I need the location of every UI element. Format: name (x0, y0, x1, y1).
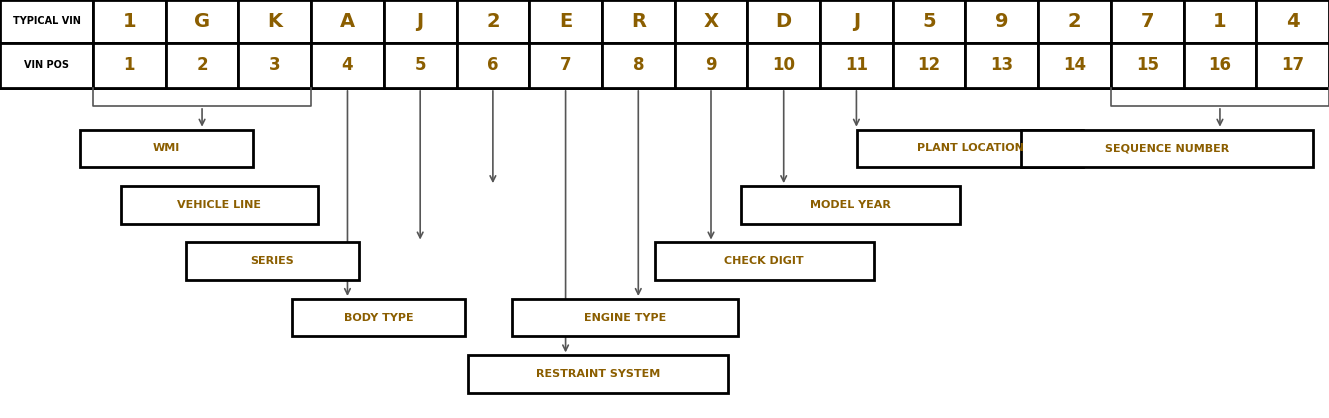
Text: ENGINE TYPE: ENGINE TYPE (583, 313, 666, 323)
FancyBboxPatch shape (675, 0, 747, 43)
FancyBboxPatch shape (602, 43, 675, 88)
FancyBboxPatch shape (893, 43, 965, 88)
FancyBboxPatch shape (80, 130, 253, 167)
FancyBboxPatch shape (384, 43, 457, 88)
Text: 9: 9 (706, 56, 716, 74)
Text: 2: 2 (197, 56, 207, 74)
FancyBboxPatch shape (457, 0, 529, 43)
FancyBboxPatch shape (820, 43, 893, 88)
Text: 1: 1 (124, 56, 136, 74)
Text: 7: 7 (1140, 12, 1154, 31)
Text: K: K (267, 12, 282, 31)
FancyBboxPatch shape (654, 242, 873, 280)
FancyBboxPatch shape (0, 0, 1329, 43)
FancyBboxPatch shape (1111, 43, 1184, 88)
Text: J: J (853, 12, 860, 31)
FancyBboxPatch shape (93, 0, 166, 43)
Text: CHECK DIGIT: CHECK DIGIT (724, 256, 804, 266)
Text: BODY TYPE: BODY TYPE (344, 313, 413, 323)
Text: 13: 13 (990, 56, 1014, 74)
Text: 8: 8 (633, 56, 645, 74)
Text: 3: 3 (268, 56, 280, 74)
FancyBboxPatch shape (1038, 0, 1111, 43)
Text: X: X (703, 12, 719, 31)
Text: 5: 5 (922, 12, 936, 31)
Text: 2: 2 (1067, 12, 1082, 31)
FancyBboxPatch shape (0, 43, 1329, 88)
FancyBboxPatch shape (311, 0, 384, 43)
FancyBboxPatch shape (1021, 130, 1313, 167)
Text: PLANT LOCATION: PLANT LOCATION (917, 143, 1023, 153)
Text: G: G (194, 12, 210, 31)
FancyBboxPatch shape (0, 0, 93, 43)
Text: R: R (631, 12, 646, 31)
FancyBboxPatch shape (311, 43, 384, 88)
FancyBboxPatch shape (529, 0, 602, 43)
Text: 6: 6 (488, 56, 498, 74)
Text: 17: 17 (1281, 56, 1304, 74)
Text: E: E (560, 12, 573, 31)
FancyBboxPatch shape (893, 0, 965, 43)
FancyBboxPatch shape (238, 0, 311, 43)
Text: 11: 11 (845, 56, 868, 74)
FancyBboxPatch shape (747, 0, 820, 43)
FancyBboxPatch shape (93, 43, 166, 88)
Text: MODEL YEAR: MODEL YEAR (811, 200, 890, 210)
FancyBboxPatch shape (384, 0, 457, 43)
Text: 9: 9 (995, 12, 1009, 31)
FancyBboxPatch shape (238, 43, 311, 88)
FancyBboxPatch shape (675, 43, 747, 88)
Text: TYPICAL VIN: TYPICAL VIN (12, 16, 81, 26)
FancyBboxPatch shape (186, 242, 359, 280)
Text: 15: 15 (1136, 56, 1159, 74)
FancyBboxPatch shape (529, 43, 602, 88)
FancyBboxPatch shape (1111, 0, 1184, 43)
Text: VEHICLE LINE: VEHICLE LINE (177, 200, 262, 210)
FancyBboxPatch shape (1256, 43, 1329, 88)
Text: A: A (340, 12, 355, 31)
Text: 2: 2 (486, 12, 500, 31)
Text: VIN POS: VIN POS (24, 61, 69, 71)
FancyBboxPatch shape (602, 0, 675, 43)
Text: WMI: WMI (153, 143, 179, 153)
FancyBboxPatch shape (166, 0, 238, 43)
FancyBboxPatch shape (965, 0, 1038, 43)
Text: SEQUENCE NUMBER: SEQUENCE NUMBER (1104, 143, 1229, 153)
Text: 5: 5 (415, 56, 425, 74)
Text: 4: 4 (342, 56, 354, 74)
FancyBboxPatch shape (457, 43, 529, 88)
FancyBboxPatch shape (1184, 0, 1256, 43)
FancyBboxPatch shape (747, 43, 820, 88)
Text: 4: 4 (1286, 12, 1300, 31)
Text: 14: 14 (1063, 56, 1086, 74)
Text: 1: 1 (1213, 12, 1227, 31)
FancyBboxPatch shape (1256, 0, 1329, 43)
FancyBboxPatch shape (292, 299, 465, 336)
FancyBboxPatch shape (742, 186, 960, 224)
Text: SERIES: SERIES (251, 256, 294, 266)
FancyBboxPatch shape (1038, 43, 1111, 88)
Text: 16: 16 (1208, 56, 1232, 74)
FancyBboxPatch shape (965, 43, 1038, 88)
FancyBboxPatch shape (1184, 43, 1256, 88)
Text: J: J (416, 12, 424, 31)
FancyBboxPatch shape (0, 43, 93, 88)
FancyBboxPatch shape (121, 186, 318, 224)
FancyBboxPatch shape (820, 0, 893, 43)
FancyBboxPatch shape (166, 43, 238, 88)
Text: 7: 7 (560, 56, 571, 74)
FancyBboxPatch shape (857, 130, 1083, 167)
Text: 12: 12 (917, 56, 941, 74)
Text: RESTRAINT SYSTEM: RESTRAINT SYSTEM (536, 369, 661, 379)
FancyBboxPatch shape (512, 299, 738, 336)
Text: 10: 10 (772, 56, 795, 74)
Text: 1: 1 (122, 12, 136, 31)
FancyBboxPatch shape (469, 355, 728, 393)
Text: D: D (776, 12, 792, 31)
